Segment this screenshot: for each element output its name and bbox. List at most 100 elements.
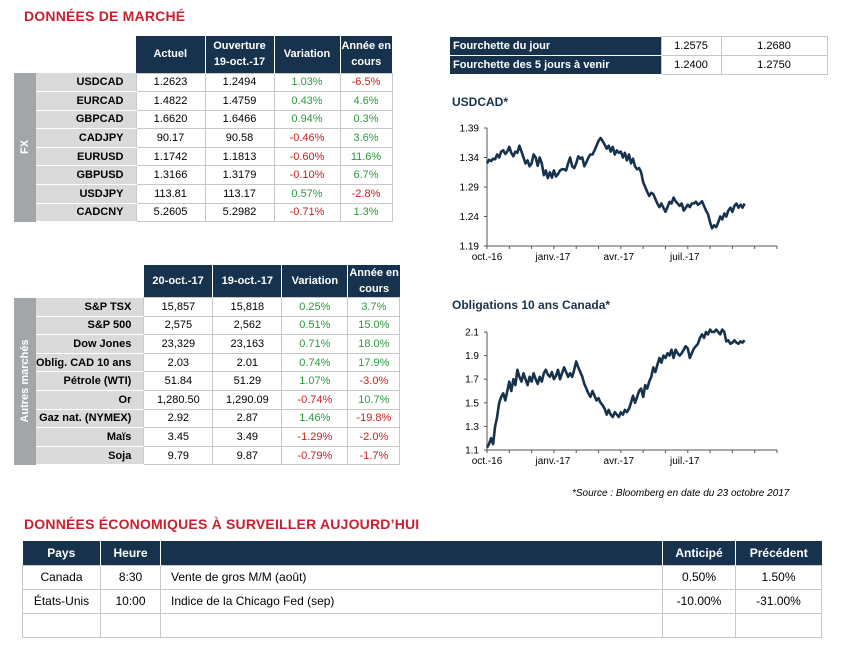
cell-event: Vente de gros M/M (août) <box>160 564 663 590</box>
cell-variation: -1.29% <box>281 427 349 447</box>
eco-header-pays: Pays <box>22 541 101 565</box>
range-label: Fourchette du jour <box>450 36 661 56</box>
x-tick-label: juil.-17 <box>669 456 700 467</box>
row-label: Gaz nat. (NYMEX) <box>36 409 144 429</box>
cell-event: Indice de la Chicago Fed (sep) <box>160 588 663 614</box>
cell-actuel: 1.4822 <box>135 91 206 111</box>
source-note: *Source : Bloomberg en date du 23 octobr… <box>572 488 790 499</box>
cell-precedent: 1.50% <box>735 564 822 590</box>
cell-ouverture: 113.17 <box>204 184 275 204</box>
range-row: Fourchette du jour 1.2575 1.2680 <box>450 36 828 56</box>
range-high: 1.2680 <box>720 36 828 56</box>
cell-pays: États-Unis <box>22 588 101 614</box>
row-label: S&P TSX <box>36 297 144 317</box>
x-tick-label: avr.-17 <box>604 252 635 263</box>
y-tick-label: 1.34 <box>460 153 480 164</box>
row-label: CADJPY <box>36 128 136 148</box>
cell-actuel: 113.81 <box>135 184 206 204</box>
cell-ouverture: 1.6466 <box>204 109 275 130</box>
cell-actuel: 2.03 <box>143 352 214 373</box>
other-markets-table: 20-oct.-17 19-oct.-17 Variation Année en… <box>14 265 401 466</box>
cell-ouverture: 1,290.09 <box>212 389 283 410</box>
cell-variation: 1.03% <box>273 72 341 93</box>
table-row: EURUSD 1.1742 1.1813 -0.60% 11.6% <box>14 146 393 167</box>
cell-ouverture: 1.3179 <box>204 165 275 186</box>
bond-chart: 1.1 1.3 1.5 1.7 1.9 2.1 oct.-16 janv.-17 avr.-17… <box>465 328 778 467</box>
cell-ytd: -19.8% <box>347 408 401 429</box>
fx-header-actuel: Actuel <box>136 36 205 73</box>
cell-actuel: 9.79 <box>143 445 214 466</box>
table-row: Pétrole (WTI) 51.84 51.29 1.07% -3.0% <box>14 371 401 391</box>
cell-ouverture: 1.2494 <box>204 72 275 93</box>
cell-ouverture: 1.1813 <box>204 146 275 167</box>
fx-header-variation: Variation <box>273 36 340 73</box>
cell-variation: 1.07% <box>281 371 349 391</box>
table-row: Or 1,280.50 1,290.09 -0.74% 10.7% <box>14 389 401 410</box>
y-tick-label: 1.3 <box>465 422 479 433</box>
cell-actuel: 1.1742 <box>135 146 206 167</box>
cell-ytd: 3.6% <box>339 128 393 148</box>
cell-ytd: -2.0% <box>347 427 401 447</box>
table-row: Gaz nat. (NYMEX) 2.92 2.87 1.46% -19.8% <box>14 408 401 429</box>
cell-variation: 1.46% <box>281 408 349 429</box>
other-header-date2: 19-oct.-17 <box>212 265 282 298</box>
cell-ouverture: 15,818 <box>212 297 283 317</box>
cell-ytd: 6.7% <box>339 165 393 186</box>
table-row: CADJPY 90.17 90.58 -0.46% 3.6% <box>14 128 393 148</box>
cell-ouverture: 23,163 <box>212 334 283 354</box>
cell-precedent <box>735 612 822 638</box>
other-header-ytd: Année en cours <box>347 265 400 298</box>
fx-group-label: FX <box>14 73 36 222</box>
table-row: GBPCAD 1.6620 1.6466 0.94% 0.3% <box>14 109 393 130</box>
row-label: Oblig. CAD 10 ans <box>36 353 144 373</box>
row-label: EURUSD <box>36 147 136 167</box>
x-tick-label: avr.-17 <box>604 456 635 467</box>
cell-anticipe: 0.50% <box>662 564 736 590</box>
cell-ytd: 15.0% <box>347 315 401 336</box>
table-row: GBPUSD 1.3166 1.3179 -0.10% 6.7% <box>14 165 393 186</box>
x-tick-label: janv.-17 <box>534 456 570 467</box>
other-header-variation: Variation <box>281 265 348 298</box>
cell-variation: 0.43% <box>273 91 341 111</box>
cell-pays <box>22 612 101 638</box>
x-tick-label: oct.-16 <box>472 456 503 467</box>
table-row: CADCNY 5.2605 5.2982 -0.71% 1.3% <box>14 202 393 223</box>
y-tick-label: 1.9 <box>465 351 479 362</box>
y-tick-label: 1.39 <box>460 124 480 135</box>
x-tick-label: janv.-17 <box>534 252 570 263</box>
row-label: GBPUSD <box>36 165 136 186</box>
cell-ytd: 0.3% <box>339 109 393 130</box>
row-label: Pétrole (WTI) <box>36 371 144 391</box>
other-group-label-label: Autres marchés <box>19 339 31 423</box>
row-label: Soja <box>36 446 144 466</box>
cell-variation: 0.94% <box>273 109 341 130</box>
cell-actuel: 2.92 <box>143 408 214 429</box>
cell-precedent: -31.00% <box>735 588 822 614</box>
cell-heure: 8:30 <box>100 564 161 590</box>
cell-actuel: 5.2605 <box>135 202 206 223</box>
cell-ytd: 3.7% <box>347 297 401 317</box>
row-label: Dow Jones <box>36 334 144 354</box>
cell-actuel: 1,280.50 <box>143 389 214 410</box>
y-tick-label: 1.24 <box>460 212 480 223</box>
row-label: Or <box>36 390 144 410</box>
fx-group-label-label: FX <box>19 140 31 155</box>
eco-header-anticipe: Anticipé <box>662 541 736 565</box>
cell-ouverture: 51.29 <box>212 371 283 391</box>
other-group-label: Autres marchés <box>14 297 36 465</box>
row-label: GBPCAD <box>36 110 136 130</box>
cell-ouverture: 2.01 <box>212 352 283 373</box>
series-line <box>485 136 746 230</box>
table-row: Soja 9.79 9.87 -0.79% -1.7% <box>14 445 401 466</box>
series-line <box>485 328 746 449</box>
cell-actuel: 1.2623 <box>135 72 206 93</box>
fx-table: Actuel Ouverture 19-oct.-17 Variation An… <box>14 36 393 223</box>
table-row: USDJPY 113.81 113.17 0.57% -2.8% <box>14 184 393 204</box>
bond-chart-title: Obligations 10 ans Canada* <box>452 298 611 312</box>
cell-actuel: 2,575 <box>143 315 214 336</box>
cell-variation: 0.25% <box>281 297 349 317</box>
cell-actuel: 51.84 <box>143 371 214 391</box>
y-tick-label: 1.7 <box>465 375 479 386</box>
cell-actuel: 1.6620 <box>135 109 206 130</box>
cell-variation: -0.10% <box>273 165 341 186</box>
